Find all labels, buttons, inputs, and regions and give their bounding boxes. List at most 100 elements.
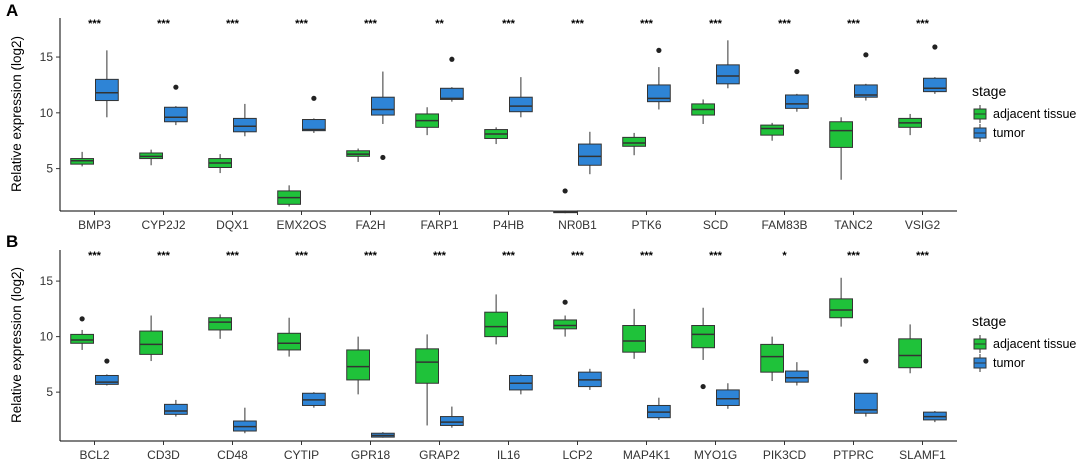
tumor-box: [371, 432, 395, 438]
box-iqr: [622, 136, 646, 147]
box-iqr: [691, 325, 715, 349]
x-tick-label: MAP4K1: [623, 448, 671, 462]
tumor-box: [923, 44, 947, 94]
adjacent-box: [829, 117, 853, 180]
box-iqr: [622, 325, 646, 353]
significance-label: ***: [226, 18, 240, 30]
adjacent-box: [553, 188, 577, 214]
outlier-point: [700, 383, 706, 390]
significance-label: ***: [364, 18, 378, 30]
tumor-box: [509, 77, 533, 118]
box-iqr: [371, 96, 395, 116]
x-tick-label: BCL2: [79, 448, 109, 462]
significance-label: ***: [295, 18, 309, 30]
box-iqr: [415, 348, 440, 384]
adjacent-box: [208, 314, 232, 339]
x-tick-label: CYP2J2: [141, 218, 185, 232]
box-iqr: [716, 389, 740, 406]
box-iqr: [509, 96, 533, 113]
significance-label: ***: [778, 18, 792, 30]
x-tick-label: CYTIP: [284, 448, 319, 462]
legend-key: [973, 335, 987, 353]
box-iqr: [302, 119, 326, 132]
box-iqr: [578, 143, 602, 166]
box-iqr: [785, 370, 809, 383]
adjacent-box: [415, 334, 440, 426]
outlier-point: [656, 47, 662, 53]
adjacent-box: [139, 149, 163, 166]
x-tick-label: GPR18: [351, 448, 391, 462]
tumor-box: [785, 362, 809, 386]
significance-label: ***: [226, 250, 240, 262]
tumor-box: [371, 71, 395, 161]
outlier-point: [311, 95, 317, 101]
significance-label: ***: [916, 18, 930, 30]
tumor-box: [95, 50, 119, 118]
outlier-point: [562, 299, 568, 305]
outlier-point: [562, 188, 568, 194]
legend-key: [973, 105, 987, 123]
tumor-box: [785, 68, 809, 112]
tumor-box: [164, 399, 188, 417]
adjacent-box: [898, 324, 922, 374]
x-tick-label: FARP1: [420, 218, 458, 232]
x-tick-label: GRAP2: [419, 448, 460, 462]
box-iqr: [716, 64, 740, 85]
adjacent-box: [691, 307, 715, 390]
significance-label: ***: [916, 250, 930, 262]
y-tick-label: 15: [40, 50, 54, 64]
tumor-box: [854, 358, 878, 417]
adjacent-box: [691, 99, 715, 124]
x-tick-label: DQX1: [216, 218, 249, 232]
x-tick-label: PIK3CD: [763, 448, 807, 462]
box-iqr: [760, 343, 784, 373]
adjacent-box: [346, 148, 371, 162]
x-tick-label: FA2H: [355, 218, 385, 232]
significance-label: ***: [157, 250, 171, 262]
x-tick-label: TANC2: [834, 218, 873, 232]
significance-label: ***: [847, 250, 861, 262]
tumor-box: [716, 40, 740, 89]
legend: stage adjacent tissue tumor: [972, 313, 1076, 372]
x-tick-label: PTPRC: [833, 448, 874, 462]
significance-label: *: [782, 250, 787, 262]
tumor-box: [233, 407, 257, 434]
adjacent-box: [484, 127, 509, 145]
x-tick-label: IL16: [497, 448, 521, 462]
legend-item-label: tumor: [993, 356, 1025, 370]
tumor-box: [716, 383, 740, 409]
legend-key: [973, 354, 987, 372]
box-iqr: [760, 124, 784, 136]
panel-label: B: [6, 232, 18, 251]
significance-label: **: [435, 18, 444, 30]
outlier-point: [104, 358, 110, 364]
significance-label: ***: [502, 250, 516, 262]
box-iqr: [785, 94, 809, 109]
adjacent-box: [415, 107, 440, 136]
adjacent-box: [346, 336, 371, 395]
box-iqr: [440, 416, 464, 426]
tumor-box: [164, 84, 188, 126]
outlier-point: [380, 154, 386, 161]
box-iqr: [95, 374, 119, 385]
significance-label: ***: [571, 250, 585, 262]
y-tick-label: 5: [46, 385, 53, 399]
legend-item-label: tumor: [993, 126, 1025, 140]
tumor-box: [302, 392, 326, 408]
significance-label: ***: [709, 250, 723, 262]
outlier-point: [173, 84, 179, 90]
significance-label: ***: [433, 250, 447, 262]
tumor-box: [647, 47, 671, 110]
box-iqr: [164, 403, 188, 415]
x-tick-label: PTK6: [631, 218, 661, 232]
adjacent-box: [622, 308, 646, 359]
significance-label: ***: [157, 18, 171, 30]
panel-A: A Relative expression (log2) 5 10 15 BMP3 *** C…: [6, 1, 1076, 232]
significance-label: ***: [640, 18, 654, 30]
x-tick-label: NR0B1: [558, 218, 597, 232]
box-iqr: [829, 121, 853, 148]
x-tick-label: LCP2: [562, 448, 592, 462]
y-axis-label: Relative expression (log2): [9, 36, 24, 192]
legend-title: stage: [972, 83, 1006, 99]
outlier-point: [863, 358, 869, 364]
